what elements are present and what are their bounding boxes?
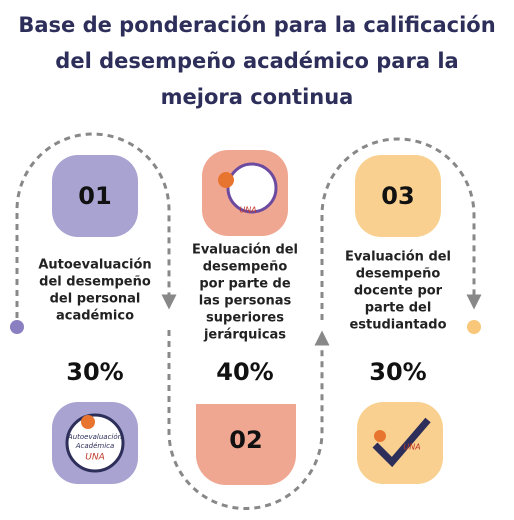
number: 03 xyxy=(381,182,414,210)
percentage: 30% xyxy=(66,358,123,386)
logo-box xyxy=(357,402,443,484)
logo-mark xyxy=(374,430,386,442)
description-line: desempeño xyxy=(203,260,288,275)
description-line: del personal xyxy=(50,292,141,307)
percentage: 40% xyxy=(216,358,273,386)
logo xyxy=(226,162,278,214)
description-line: parte del xyxy=(365,301,432,316)
description-line: jerárquicas xyxy=(203,328,286,343)
logo-mark xyxy=(218,172,234,188)
description-line: del desempeño xyxy=(39,275,151,290)
description-line: estudiantado xyxy=(349,318,446,333)
title-line: del desempeño académico para la xyxy=(55,49,458,73)
title-line: mejora continua xyxy=(161,85,354,109)
number-box xyxy=(52,155,138,237)
description-line: docente por xyxy=(354,284,443,299)
number: 01 xyxy=(78,182,111,210)
connector xyxy=(320,137,482,320)
logo-mark xyxy=(81,415,95,429)
title-line: Base de ponderación para la calificación xyxy=(18,13,495,37)
logo xyxy=(65,413,125,473)
percentage: 30% xyxy=(369,358,426,386)
logo-text: Académica xyxy=(75,442,115,450)
description-line: Autoevaluación xyxy=(38,258,151,273)
logo-text: UNA xyxy=(85,453,104,463)
number: 02 xyxy=(229,426,262,454)
description-line: por parte de xyxy=(199,277,291,292)
description-line: Evaluación del xyxy=(345,250,451,265)
logo-text: Autoevaluación xyxy=(67,433,122,441)
number-box xyxy=(355,155,441,237)
logo-text: UNA xyxy=(403,443,420,452)
description-line: Evaluación del xyxy=(192,243,298,258)
description-line: académico xyxy=(56,309,134,324)
dot xyxy=(10,320,24,334)
logo xyxy=(372,417,431,468)
description-line: las personas xyxy=(199,294,292,309)
description-line: superiores xyxy=(206,311,284,326)
logo-text: UNA xyxy=(239,206,256,215)
connector xyxy=(167,330,330,510)
dot xyxy=(467,320,481,334)
description-line: desempeño xyxy=(356,267,441,282)
number-box xyxy=(196,404,296,485)
